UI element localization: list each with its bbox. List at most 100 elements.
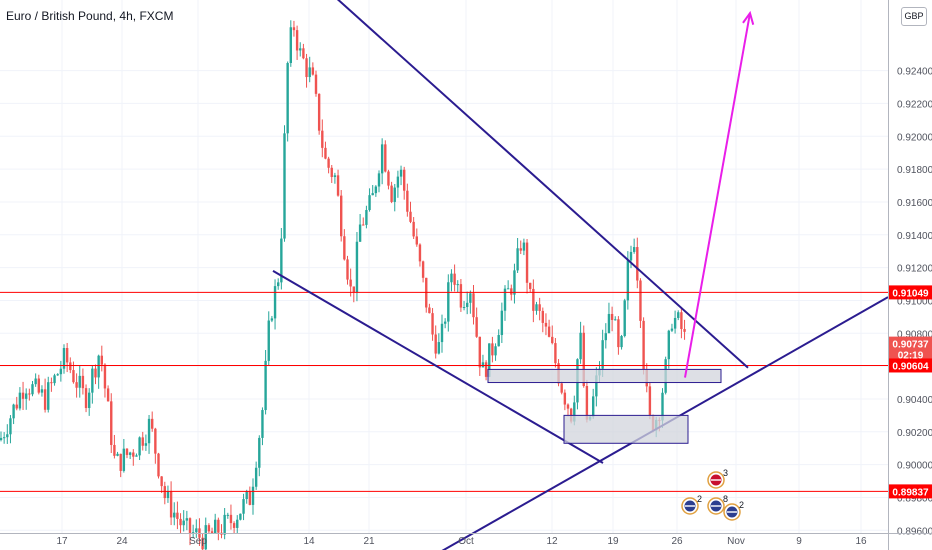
candle-body	[201, 537, 204, 550]
y-tick-label: 0.91600	[897, 198, 932, 209]
event-flag-icon[interactable]: 2	[681, 494, 702, 515]
candle-body	[481, 362, 485, 368]
candle-body	[273, 286, 277, 319]
candle-body	[125, 448, 129, 455]
y-tick-label: 0.91000	[897, 296, 932, 307]
candle-body	[412, 221, 415, 237]
candle-body	[466, 302, 469, 307]
candle-body	[78, 375, 81, 388]
candle-body	[585, 386, 589, 420]
price-label-text: 0.90737	[892, 340, 929, 351]
currency-button[interactable]: GBP	[901, 7, 927, 26]
candle-body	[573, 402, 576, 422]
price-label-box	[889, 285, 932, 300]
candle-body	[610, 313, 614, 320]
candle-body	[236, 519, 239, 528]
candle-body	[226, 514, 229, 516]
price-label-text: 0.89837	[892, 487, 929, 498]
candle-body	[179, 518, 182, 526]
candle-body	[56, 374, 59, 376]
candle-body	[544, 322, 548, 327]
x-tick-label: 14	[303, 536, 315, 547]
candle-body	[132, 452, 135, 457]
candle-body	[34, 378, 37, 385]
candle-body	[525, 242, 529, 283]
candle-body	[497, 335, 500, 347]
x-tick-label: 17	[56, 536, 68, 547]
candle-body	[151, 418, 154, 429]
candle-body	[163, 486, 166, 499]
candle-body	[299, 48, 302, 51]
candle-body	[182, 520, 185, 526]
y-tick-label: 0.90800	[897, 329, 932, 340]
candle-body	[292, 27, 296, 31]
trendline	[336, 0, 749, 369]
candle-body	[500, 310, 504, 336]
price-axis[interactable]: 0.89600 0.89800 0.90000 0.90200 0.90400 0.906…	[888, 0, 932, 550]
event-flag-icon[interactable]: 8	[707, 494, 728, 515]
candle-body	[560, 383, 563, 393]
candle-body	[128, 452, 132, 455]
candle-body	[362, 224, 365, 226]
candle-body	[639, 280, 642, 321]
y-tick-label: 0.90200	[897, 428, 932, 439]
candle-body	[428, 307, 431, 314]
candle-body	[336, 175, 340, 196]
candle-body	[308, 67, 311, 78]
event-flag-icon[interactable]: 2	[723, 500, 744, 521]
candle-body	[166, 491, 170, 499]
candle-body	[248, 491, 252, 505]
event-count: 8	[723, 494, 728, 504]
x-tick-label: 21	[363, 536, 375, 547]
candle-body	[28, 393, 31, 395]
candle-body	[529, 282, 532, 289]
candle-body	[374, 186, 378, 194]
candle-body	[491, 343, 494, 356]
candle-body	[519, 248, 522, 251]
symbol-name: Euro / British Pound	[6, 9, 113, 23]
candle-body	[286, 63, 289, 134]
candlestick-series	[0, 20, 686, 550]
candle-body	[251, 486, 255, 505]
candle-body	[314, 74, 318, 94]
candle-body	[207, 525, 211, 532]
candle-body	[661, 392, 664, 421]
candle-body	[532, 288, 535, 311]
x-tick-label: Sep	[189, 536, 207, 547]
candle-body	[503, 288, 507, 311]
x-tick-label: 16	[855, 536, 867, 547]
candle-body	[232, 523, 236, 528]
candle-body	[516, 248, 519, 271]
candle-body	[210, 531, 214, 534]
candle-body	[450, 273, 453, 283]
candle-body	[648, 386, 652, 416]
price-label-box	[889, 347, 932, 362]
candle-body	[462, 306, 466, 308]
candle-body	[393, 187, 396, 202]
candle-body	[601, 340, 604, 369]
candle-body	[113, 444, 116, 456]
candle-body	[349, 279, 352, 287]
event-count: 2	[697, 494, 702, 504]
candle-body	[677, 312, 680, 318]
candle-body	[15, 404, 18, 409]
candle-body	[295, 30, 299, 51]
time-axis[interactable]: 17 24 Sep 14 21 Oct 12 19 26 Nov 9 16	[0, 533, 932, 548]
candle-body	[566, 404, 570, 409]
candle-body	[154, 428, 157, 454]
candle-body	[176, 512, 179, 519]
x-tick-label: 24	[116, 536, 128, 547]
event-flag-icon[interactable]: 3	[707, 468, 728, 489]
arrow-head-icon	[742, 10, 755, 25]
x-tick-label: 12	[546, 536, 558, 547]
candle-body	[604, 333, 607, 341]
candle-body	[434, 334, 437, 354]
candle-body	[403, 169, 406, 191]
candle-body	[270, 318, 274, 321]
economic-events[interactable]: 3 2 8 2	[681, 468, 744, 521]
y-tick-label: 0.91400	[897, 231, 932, 242]
candle-body	[667, 330, 670, 360]
candle-body	[116, 453, 119, 456]
candle-body	[204, 525, 207, 550]
